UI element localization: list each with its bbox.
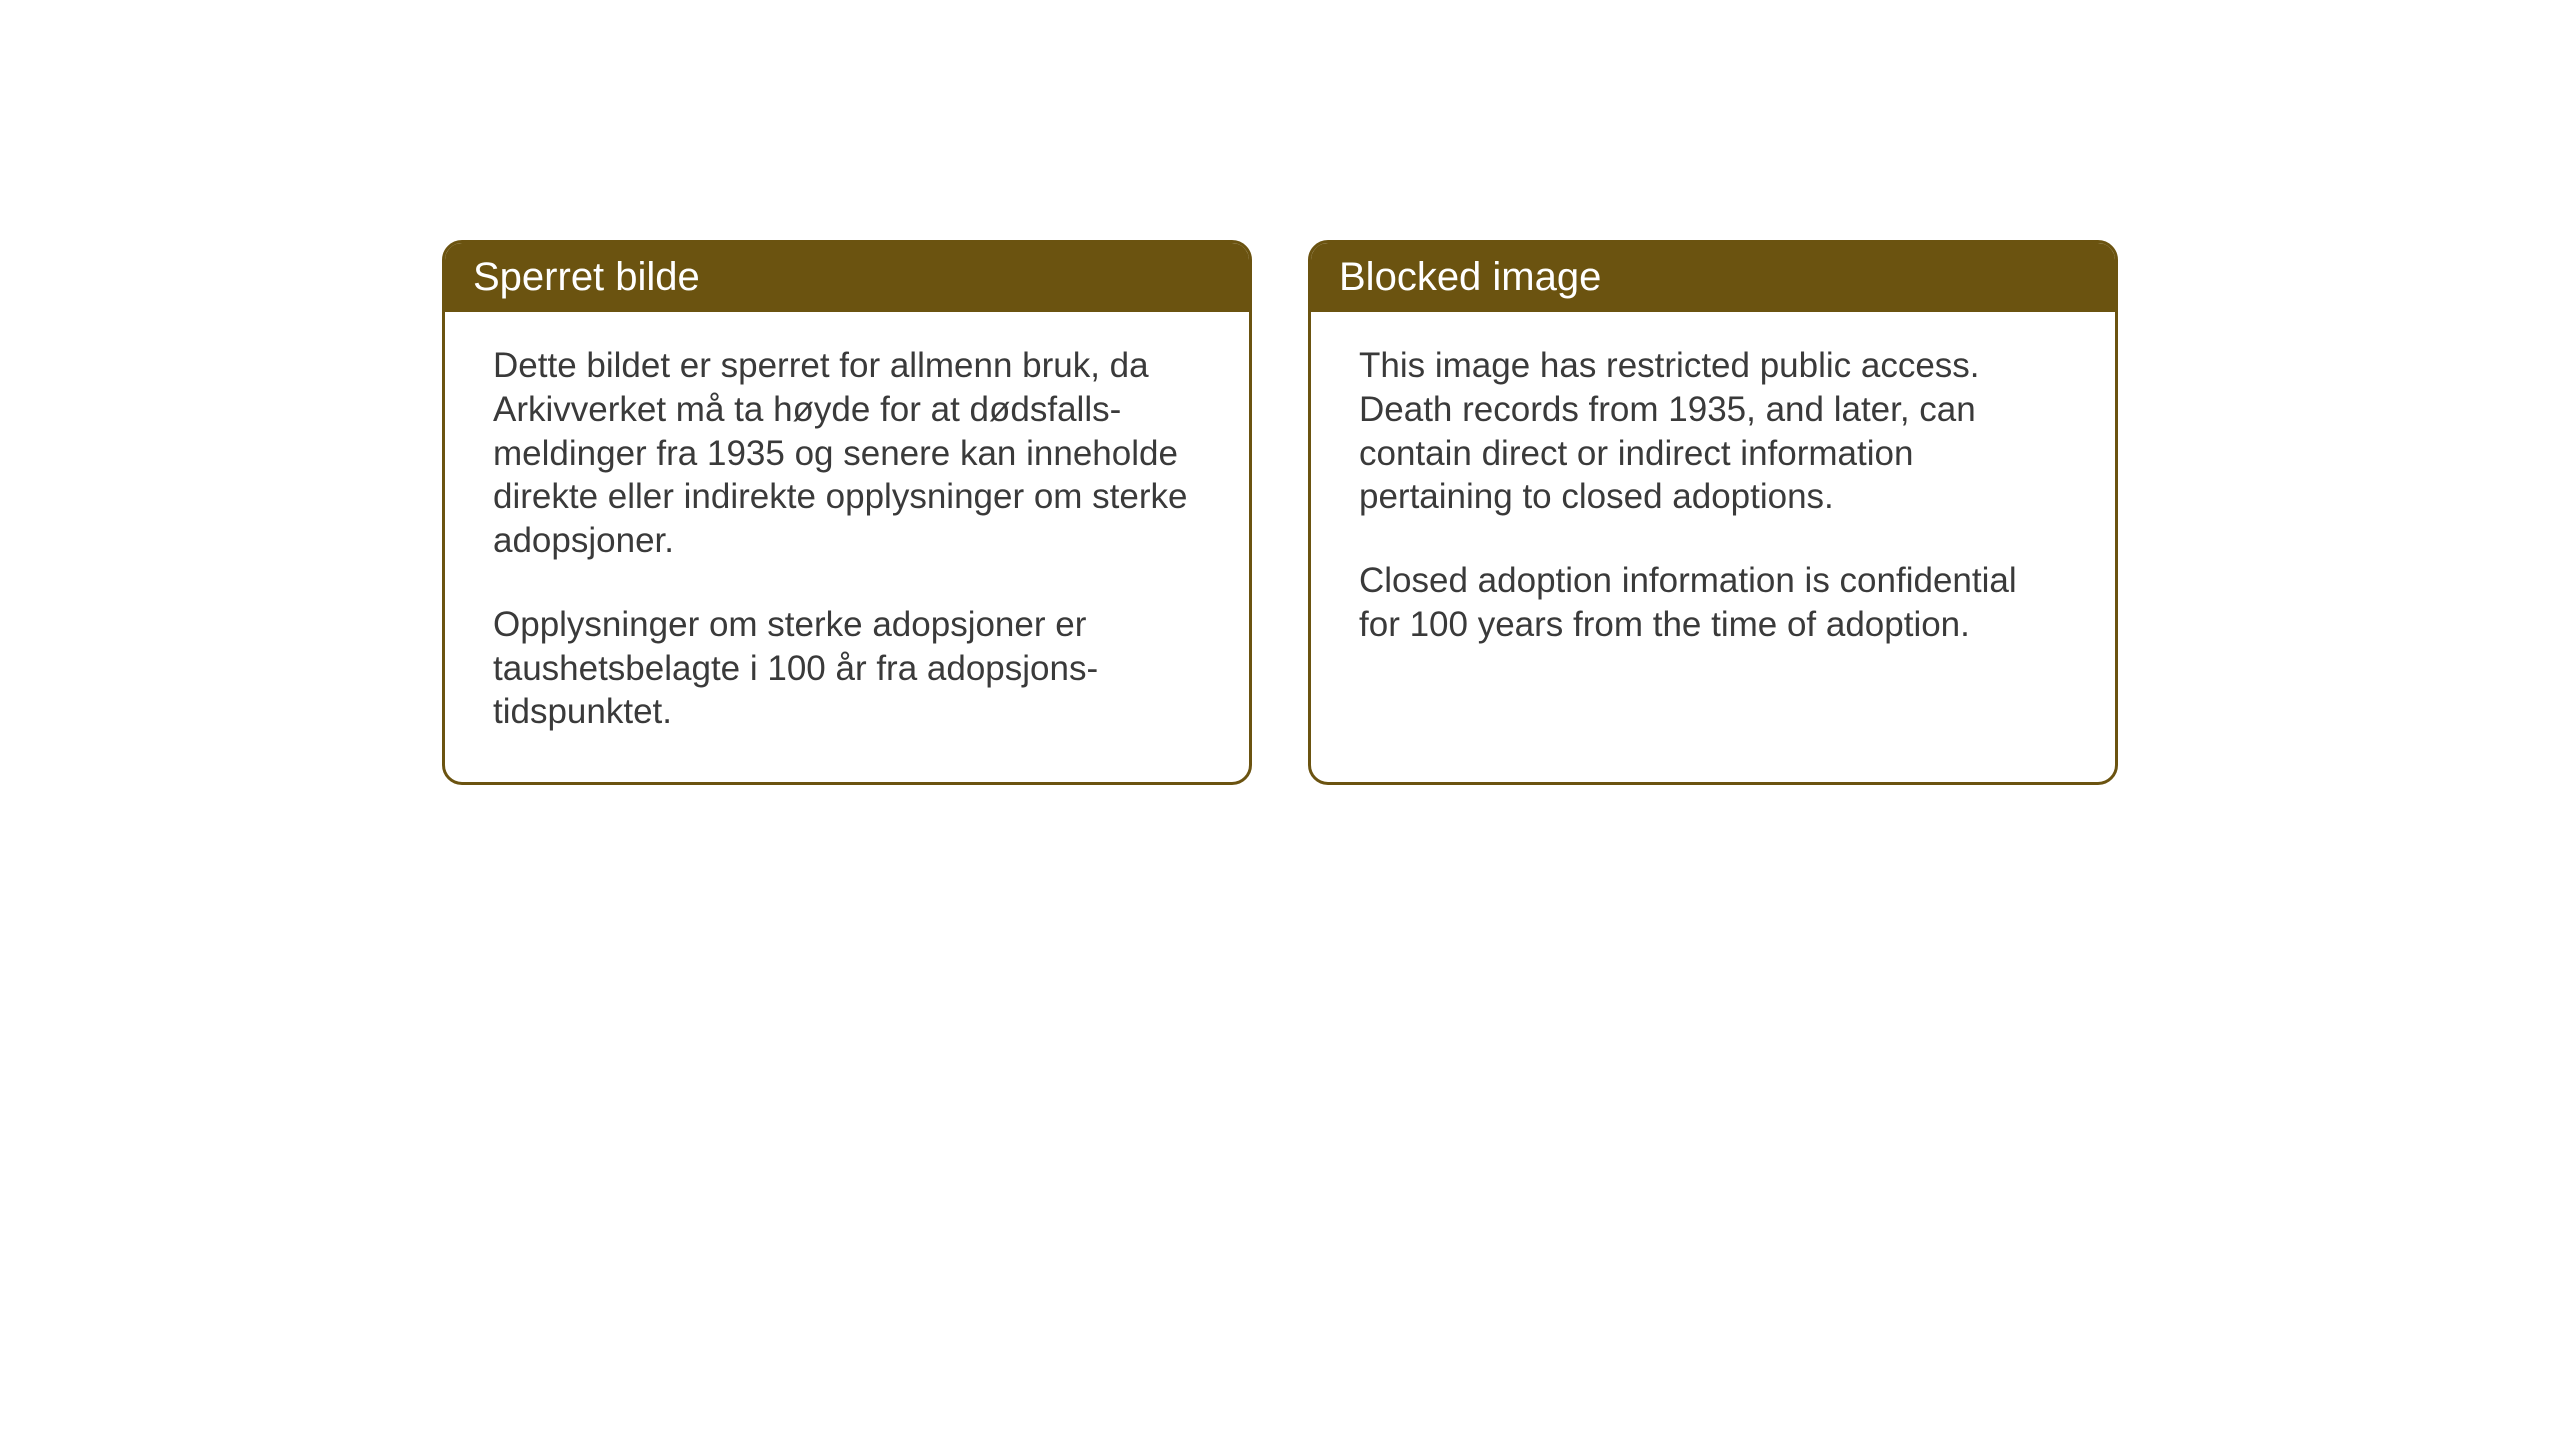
card-paragraph-2-english: Closed adoption information is confident… [1359, 559, 2067, 647]
card-paragraph-2-norwegian: Opplysninger om sterke adopsjoner er tau… [493, 603, 1201, 734]
cards-container: Sperret bilde Dette bildet er sperret fo… [442, 240, 2118, 785]
card-paragraph-1-english: This image has restricted public access.… [1359, 344, 2067, 519]
card-title-norwegian: Sperret bilde [473, 255, 700, 299]
card-body-norwegian: Dette bildet er sperret for allmenn bruk… [445, 312, 1249, 782]
card-header-norwegian: Sperret bilde [445, 243, 1249, 312]
card-body-english: This image has restricted public access.… [1311, 312, 2115, 695]
card-title-english: Blocked image [1339, 255, 1601, 299]
card-paragraph-1-norwegian: Dette bildet er sperret for allmenn bruk… [493, 344, 1201, 563]
card-english: Blocked image This image has restricted … [1308, 240, 2118, 785]
card-norwegian: Sperret bilde Dette bildet er sperret fo… [442, 240, 1252, 785]
card-header-english: Blocked image [1311, 243, 2115, 312]
